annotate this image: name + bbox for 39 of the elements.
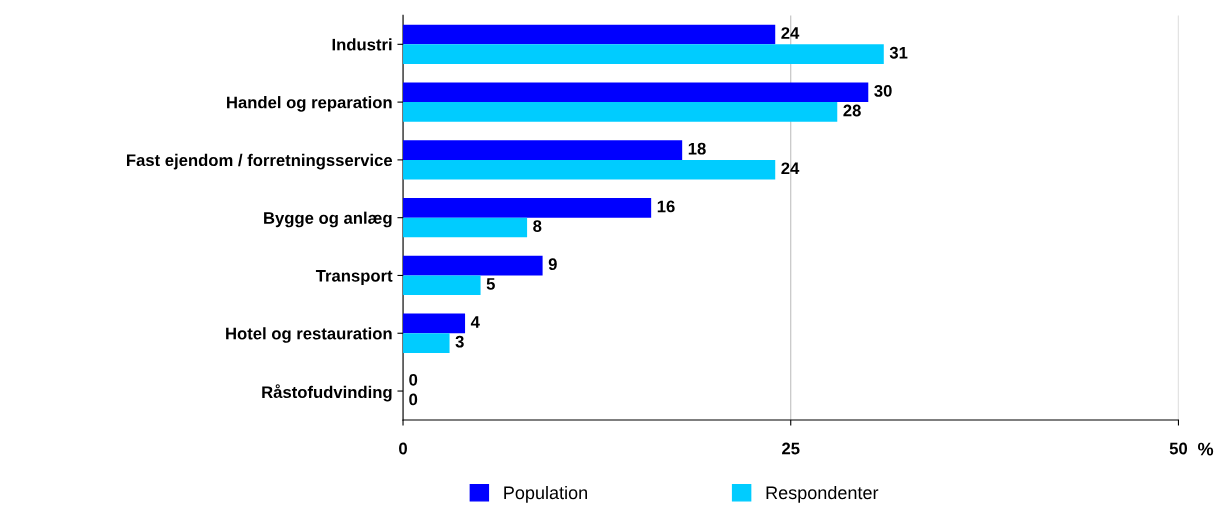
- data-label: 5: [486, 278, 495, 290]
- x-tick-label: 25: [782, 442, 800, 455]
- bar: [403, 275, 481, 296]
- x-axis-title: %: [1198, 442, 1214, 456]
- bar: [403, 255, 543, 276]
- y-tick-label: Transport: [315, 270, 393, 285]
- y-tick-label: Industri: [332, 38, 392, 51]
- bar: [403, 333, 450, 353]
- bar: [403, 313, 466, 334]
- data-label: 3: [455, 335, 464, 348]
- data-label: 30: [874, 84, 892, 97]
- bar: [403, 198, 652, 218]
- data-label: 8: [533, 220, 542, 232]
- y-tick-label: Råstofudvinding: [262, 384, 392, 402]
- data-label: 0: [409, 393, 418, 406]
- bar: [403, 44, 884, 64]
- y-tick-label: Hotel og restauration: [226, 327, 392, 343]
- bar: [403, 140, 683, 160]
- data-label: 4: [470, 316, 480, 328]
- data-label: 24: [781, 162, 800, 175]
- data-label: 0: [409, 373, 418, 386]
- legend-label: Respondenter: [766, 485, 879, 503]
- bar: [403, 102, 838, 122]
- x-tick-label: 0: [399, 442, 407, 455]
- y-tick-label: Bygge og anlæg: [264, 211, 392, 228]
- legend-label: Population: [504, 485, 587, 503]
- bar: [403, 82, 869, 103]
- bar: [403, 24, 776, 45]
- y-tick-label: Handel og reparation: [227, 96, 392, 112]
- data-label: 31: [889, 46, 908, 59]
- bar: [403, 159, 776, 180]
- y-tick-label: Fast ejendom / forretningsservice: [126, 153, 393, 170]
- data-label: 28: [843, 104, 861, 117]
- data-label: 9: [548, 258, 557, 271]
- bar: [403, 217, 528, 238]
- data-label: 24: [781, 27, 800, 39]
- x-tick-label: 50: [1169, 442, 1188, 455]
- data-label: 16: [657, 200, 675, 213]
- data-label: 18: [688, 142, 706, 155]
